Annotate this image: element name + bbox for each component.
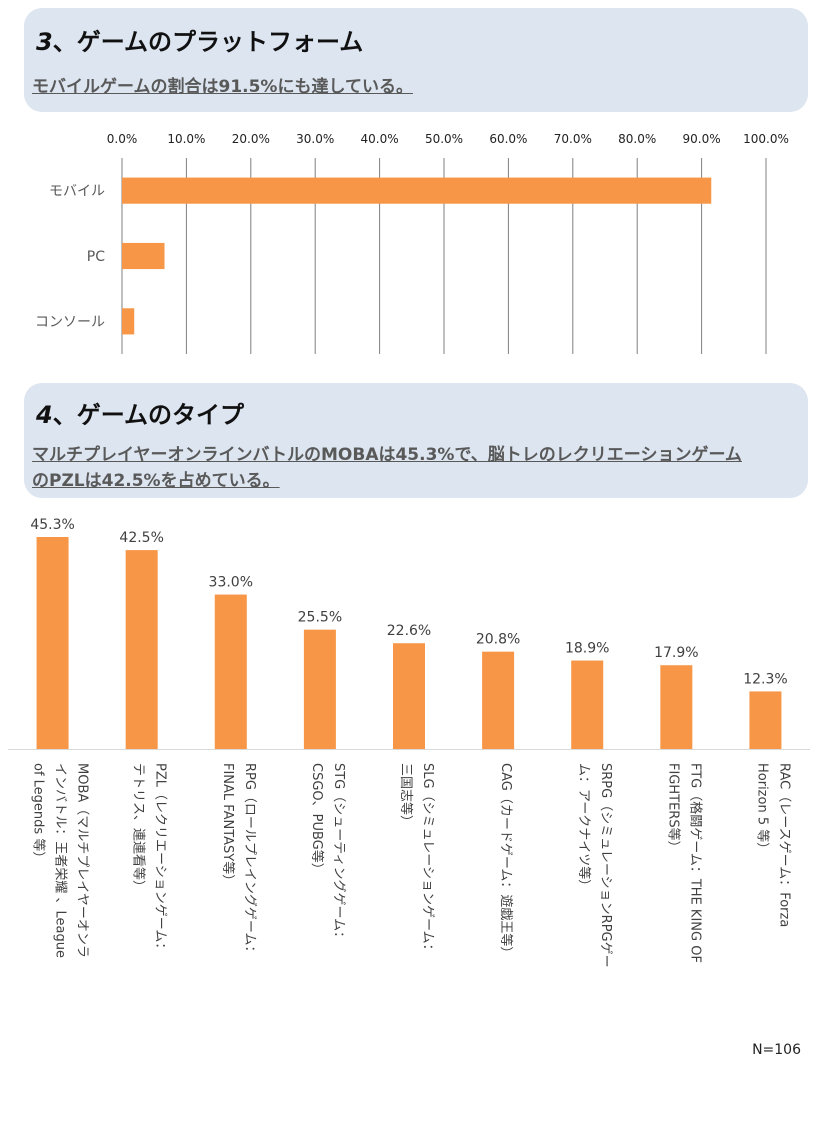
category-label-6-line-0: SRPG（シミュレーションRPGゲー	[598, 763, 613, 968]
category-label-2-line-1: FINAL FANTASY等）	[220, 763, 236, 887]
data-label-3: 25.5%	[298, 610, 342, 626]
x-tick-label-3: 30.0%	[296, 132, 334, 146]
data-label-7: 17.9%	[654, 645, 698, 661]
data-label-0: 45.3%	[30, 517, 74, 533]
x-tick-label-4: 40.0%	[361, 132, 399, 146]
section-3-title-text: 、ゲームのプラットフォーム	[52, 28, 364, 56]
x-tick-label-2: 20.0%	[232, 132, 270, 146]
section-4-header: 4、ゲームのタイプ マルチプレイヤーオンラインバトルのMOBAは45.3%で、脳…	[24, 383, 808, 498]
x-tick-label-5: 50.0%	[425, 132, 463, 146]
x-tick-label-9: 90.0%	[683, 132, 721, 146]
category-label-3-line-1: CSGO、PUBG等）	[309, 763, 325, 876]
section-4-title: 4、ゲームのタイプ	[36, 395, 244, 430]
bar-8	[749, 691, 782, 749]
category-label-4-line-1: 三国志等）	[398, 763, 414, 828]
category-label-5-line-0: CAG（カードゲーム：遊戯王等）	[498, 763, 514, 959]
category-label-8-line-1: Horizon 5 等）	[754, 763, 770, 855]
data-label-8: 12.3%	[743, 671, 787, 687]
bar-0	[36, 537, 69, 749]
section-4-title-text: 、ゲームのタイプ	[52, 401, 244, 429]
category-label-8-line-0: RAC（レースゲーム：Forza	[776, 763, 791, 927]
data-label-5: 20.8%	[476, 632, 520, 648]
category-label-0-line-0: MOBA（マルチプレイヤーオンラ	[75, 763, 90, 958]
category-label-3-line-0: STG（シューティングゲーム：	[331, 763, 346, 944]
category-label-7-line-0: FTG（格闘ゲーム：THE KING OF	[687, 763, 703, 963]
bar-4	[393, 643, 425, 749]
category-label-1-line-0: PZL（レクリエーションゲーム：	[153, 763, 168, 955]
x-tick-label-8: 80.0%	[618, 132, 656, 146]
section-4-subtitle-line-2: のPZLは42.5%を占めている。	[32, 471, 280, 491]
x-tick-label-6: 60.0%	[489, 132, 527, 146]
data-label-1: 42.5%	[119, 530, 163, 546]
category-label-4-line-0: SLG（シミュレーションゲーム：	[420, 763, 435, 957]
category-label-1: PC	[87, 249, 105, 265]
x-tick-label-0: 0.0%	[107, 132, 138, 146]
category-label-0: モバイル	[49, 184, 105, 200]
section-3-number: 3	[36, 28, 53, 56]
bar-1	[125, 550, 158, 749]
category-label-0-line-2: of Legends 等）	[31, 763, 47, 864]
section-4-subtitle-line-1: マルチプレイヤーオンラインバトルのMOBAは45.3%で、脳トレのレクリエーショ…	[32, 445, 742, 465]
data-label-2: 33.0%	[209, 575, 253, 591]
bar-6	[571, 660, 604, 749]
sample-size-note: N=106	[752, 1042, 801, 1058]
category-label-7-line-1: FIGHTERS等）	[665, 763, 681, 854]
category-label-6-line-1: ム：アークナイツ等）	[576, 763, 592, 892]
x-tick-label-10: 100.0%	[743, 132, 789, 146]
bar-7	[660, 665, 693, 749]
category-label-0-line-1: インバトル：王者栄耀 、League	[53, 763, 68, 958]
category-label-1-line-1: テトリス、連連看等）	[131, 763, 147, 893]
platform-bar-chart: 0.0% 10.0% 20.0% 30.0% 40.0% 50.0% 60.0% 70.0% 8…	[35, 132, 789, 354]
section-4-number: 4	[36, 401, 53, 429]
x-tick-label-1: 10.0%	[167, 132, 205, 146]
bar-5	[482, 651, 515, 749]
bar-0	[122, 177, 712, 204]
section-3-header: 3、ゲームのプラットフォーム モバイルゲームの割合は91.5%にも達している。	[24, 8, 808, 112]
section-3-subtitle: モバイルゲームの割合は91.5%にも達している。	[32, 77, 413, 97]
game-type-bar-chart: 45.3% MOBA（マルチプレイヤーオンラインバトル：王者栄耀 、League o…	[8, 517, 810, 968]
data-label-4: 22.6%	[387, 623, 431, 639]
bar-2	[122, 308, 135, 335]
section-3-title: 3、ゲームのプラットフォーム	[36, 22, 363, 57]
bar-3	[303, 629, 336, 749]
bar-1	[122, 242, 165, 270]
x-tick-label-7: 70.0%	[554, 132, 592, 146]
category-label-2-line-0: RPG（ロールプレイングゲーム：	[242, 763, 257, 959]
category-label-2: コンソール	[35, 314, 105, 330]
data-label-6: 18.9%	[565, 641, 609, 657]
bar-2	[214, 594, 247, 749]
